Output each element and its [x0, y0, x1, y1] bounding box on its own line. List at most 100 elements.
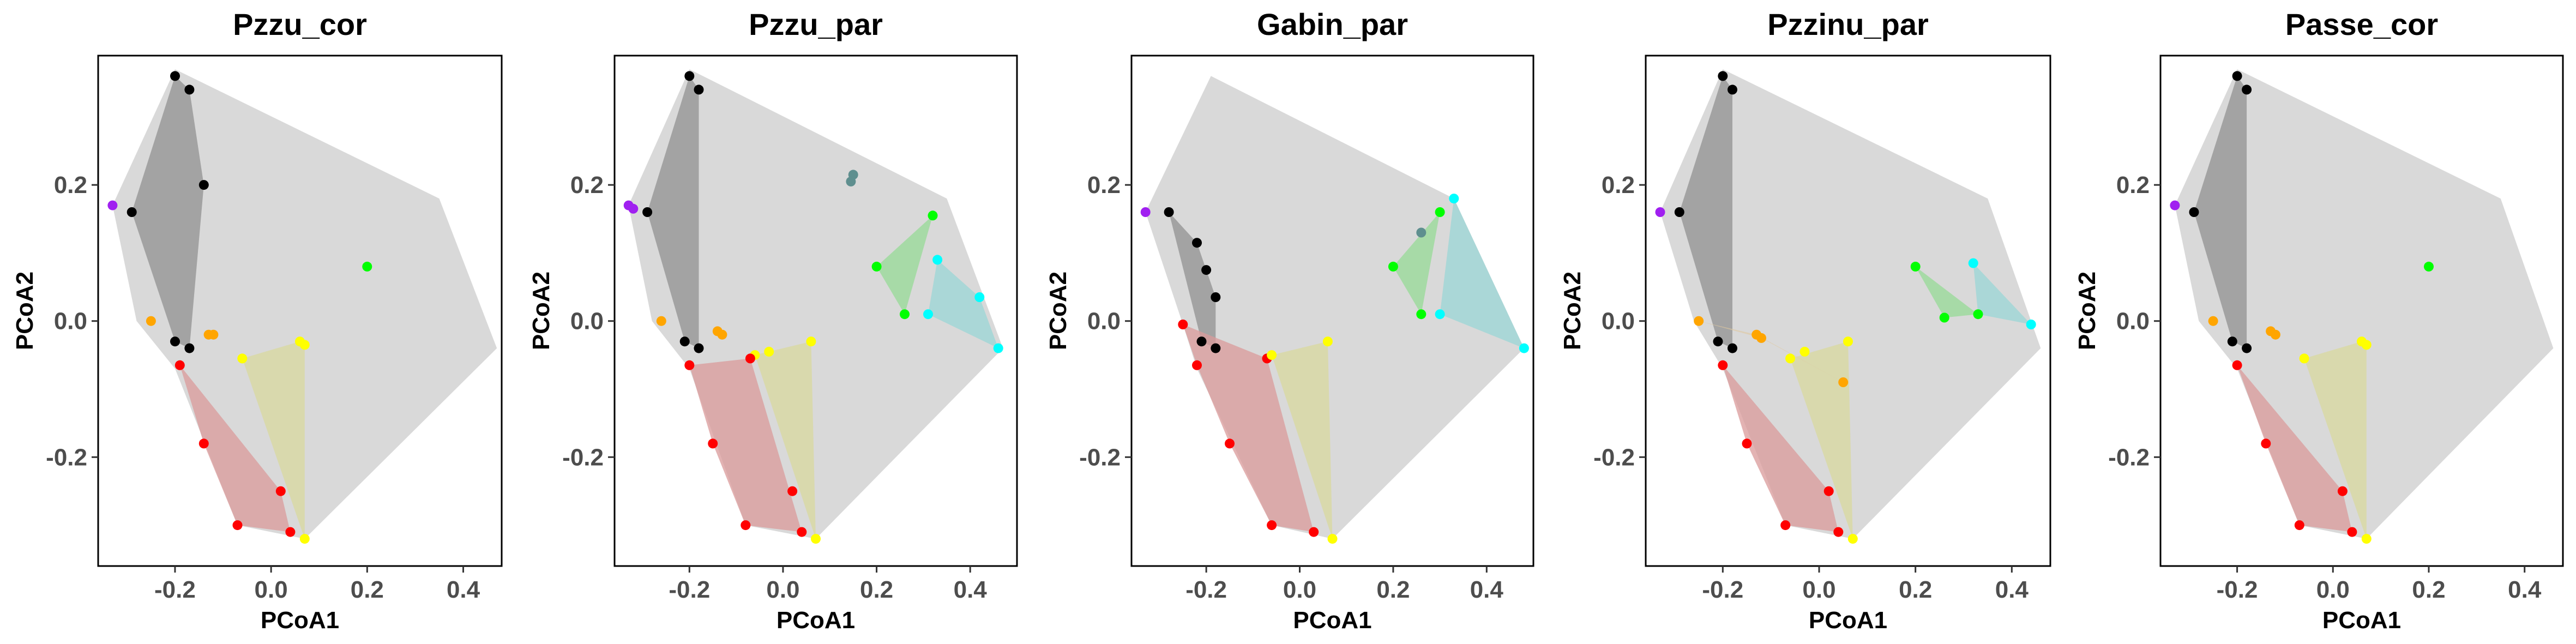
data-point [1327, 534, 1338, 544]
x-tick-label: 0.4 [1995, 576, 2029, 603]
data-point [127, 207, 137, 217]
data-point [928, 210, 938, 221]
data-point [275, 486, 286, 496]
data-point [1718, 360, 1728, 370]
panel-2: -0.2 0.0 0.2 0.4 -0.2 0.0 0.2 Pzzu_par PCoA1 PCoA… [528, 7, 1018, 634]
y-tick-label: 0.0 [2116, 308, 2150, 335]
data-point [1416, 227, 1427, 238]
data-point [764, 346, 774, 357]
data-point [184, 85, 195, 95]
x-tick-label: 0.0 [1802, 576, 1835, 603]
hull-cyan [928, 260, 998, 348]
data-point [797, 527, 807, 537]
data-point [1939, 312, 1949, 323]
x-axis-label: PCoA1 [777, 607, 855, 634]
hull-red [1723, 365, 1839, 532]
panel-title: Passe_cor [2285, 7, 2438, 41]
data-point [198, 438, 209, 449]
x-tick-label: 0.0 [766, 576, 799, 603]
panel-frame [97, 55, 503, 567]
hull-green [1393, 212, 1440, 315]
y-tick-label: 0.2 [1087, 172, 1121, 198]
data-point [2261, 438, 2271, 449]
y-tick-label: 0.0 [570, 308, 604, 335]
data-point [923, 309, 933, 320]
y-axis-label: PCoA2 [11, 272, 38, 350]
data-point [2337, 486, 2348, 496]
y-tick-label: -0.2 [2108, 444, 2150, 471]
y-tick-label: -0.2 [562, 444, 604, 471]
y-tick-label: -0.2 [1079, 444, 1121, 471]
hull-green [1915, 266, 1978, 318]
data-point [2361, 340, 2372, 350]
hull-red [2237, 365, 2352, 532]
hull-black [2194, 76, 2247, 348]
y-tick-label: 0.2 [570, 172, 604, 198]
data-point [2232, 360, 2242, 370]
data-point [1225, 438, 1235, 449]
data-point [1449, 194, 1459, 204]
panel-frame [1130, 55, 1534, 567]
data-point [1267, 350, 1277, 360]
x-tick-label: 0.0 [255, 576, 288, 603]
x-tick-label: -0.2 [1185, 576, 1227, 603]
y-tick-label: 0.2 [54, 172, 87, 198]
data-point [184, 343, 195, 353]
hull-yellow [1272, 341, 1333, 539]
x-axis-label: PCoA1 [2322, 607, 2401, 634]
x-tick-label: 0.0 [1283, 576, 1316, 603]
x-axis-label: PCoA1 [1809, 607, 1887, 634]
hull-yellow [1790, 341, 1853, 539]
hull-green [876, 215, 933, 315]
panel-5: -0.2 0.0 0.2 0.4 -0.2 0.0 0.2 Passe_cor PCoA1 PCo… [2074, 7, 2564, 634]
data-point [1694, 316, 1704, 326]
data-point [1178, 320, 1188, 329]
data-point [1728, 343, 1737, 353]
data-point [1713, 336, 1723, 347]
x-tick-label: -0.2 [669, 576, 710, 603]
x-tick-label: -0.2 [2217, 576, 2258, 603]
x-tick-label: -0.2 [154, 576, 196, 603]
data-point [993, 343, 1003, 353]
data-point [170, 71, 180, 81]
panel-title: Pzzu_par [749, 7, 883, 41]
data-point [2227, 336, 2237, 347]
data-point [1742, 438, 1752, 449]
data-point [846, 176, 856, 186]
x-tick-label: 0.0 [2316, 576, 2350, 603]
data-point [1674, 207, 1684, 217]
data-point [299, 340, 310, 350]
y-axis-label: PCoA2 [2074, 272, 2100, 350]
data-point [1164, 207, 1174, 217]
data-point [2208, 316, 2218, 326]
panel-title: Pzzinu_par [1767, 7, 1929, 41]
data-point [1435, 207, 1445, 217]
data-point [1910, 261, 1921, 272]
data-point [2170, 200, 2180, 210]
data-point [694, 343, 704, 353]
x-tick-label: 0.4 [1470, 576, 1504, 603]
data-point [146, 316, 156, 326]
x-tick-label: 0.2 [1899, 576, 1932, 603]
panel-1: -0.2 0.0 0.2 0.4 -0.2 0.0 0.2 Pzzu_cor PCoA1 PCoA… [11, 7, 503, 634]
data-point [717, 329, 727, 340]
data-point [2347, 527, 2357, 537]
data-point [1728, 85, 1737, 95]
data-point [1416, 309, 1427, 320]
hull-black [1169, 212, 1216, 348]
data-point [1192, 238, 1202, 248]
data-point [1196, 336, 1207, 347]
data-point [362, 261, 372, 272]
x-axis-label: PCoA1 [1293, 607, 1371, 634]
data-point [679, 336, 690, 347]
data-point [1309, 527, 1319, 537]
data-point [694, 85, 704, 95]
data-point [107, 200, 118, 210]
panel-4: -0.2 0.0 0.2 0.4 -0.2 0.0 0.2 Pzzinu_par PCoA1 PC… [1559, 7, 2051, 634]
x-tick-label: 0.4 [2508, 576, 2542, 603]
data-point [684, 360, 695, 370]
data-point [1756, 333, 1766, 343]
data-point [2299, 353, 2309, 364]
panel-title: Pzzu_cor [233, 7, 367, 41]
